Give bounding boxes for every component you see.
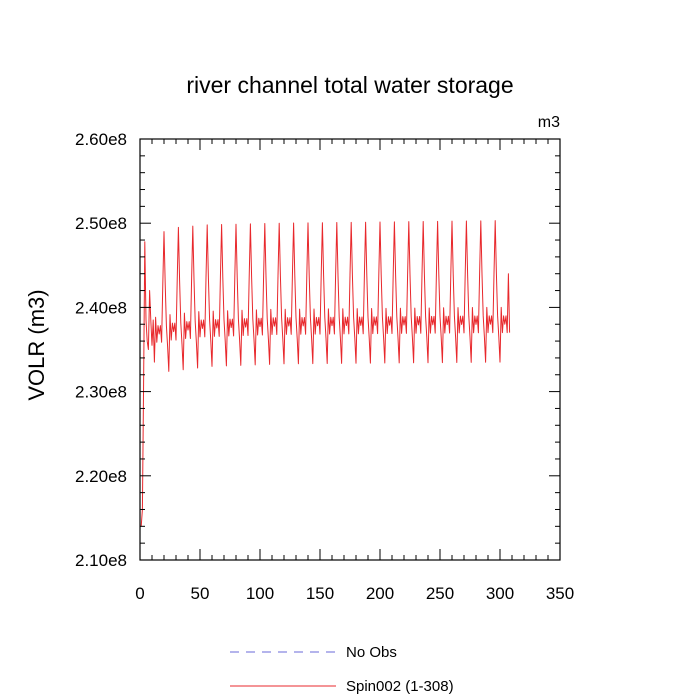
- y-tick-label: 2.10e8: [75, 551, 127, 570]
- series-layer: [140, 220, 511, 527]
- y-tick-label: 2.60e8: [75, 130, 127, 149]
- x-tick-label: 100: [246, 584, 274, 603]
- x-tick-label: 300: [486, 584, 514, 603]
- legend-label-spin002: Spin002 (1-308): [346, 678, 454, 695]
- x-tick-label: 150: [306, 584, 334, 603]
- legend-item-no-obs: No Obs: [230, 644, 397, 661]
- units-label: m3: [538, 114, 560, 131]
- x-tick-label: 250: [426, 584, 454, 603]
- x-tick-label: 50: [191, 584, 210, 603]
- chart-title: river channel total water storage: [186, 72, 513, 98]
- y-tick-label: 2.30e8: [75, 383, 127, 402]
- y-tick-label: 2.50e8: [75, 214, 127, 233]
- legend-label-no-obs: No Obs: [346, 644, 397, 661]
- legend: No Obs Spin002 (1-308): [230, 644, 454, 695]
- series-line-spin002: [140, 220, 511, 527]
- x-tick-label: 350: [546, 584, 574, 603]
- plot-frame: [139, 138, 561, 561]
- x-tick-label: 200: [366, 584, 394, 603]
- y-tick-label: 2.20e8: [75, 467, 127, 486]
- legend-item-spin002: Spin002 (1-308): [230, 678, 454, 695]
- y-axis-label: VOLR (m3): [24, 289, 49, 400]
- x-tick-label: 0: [135, 584, 144, 603]
- ticks-layer: [139, 138, 561, 561]
- tick-labels: 0 50 100 150 200 250 300 350 2.10e8 2.20e8 2.30e8 2…: [75, 130, 574, 603]
- y-tick-label: 2.40e8: [75, 298, 127, 317]
